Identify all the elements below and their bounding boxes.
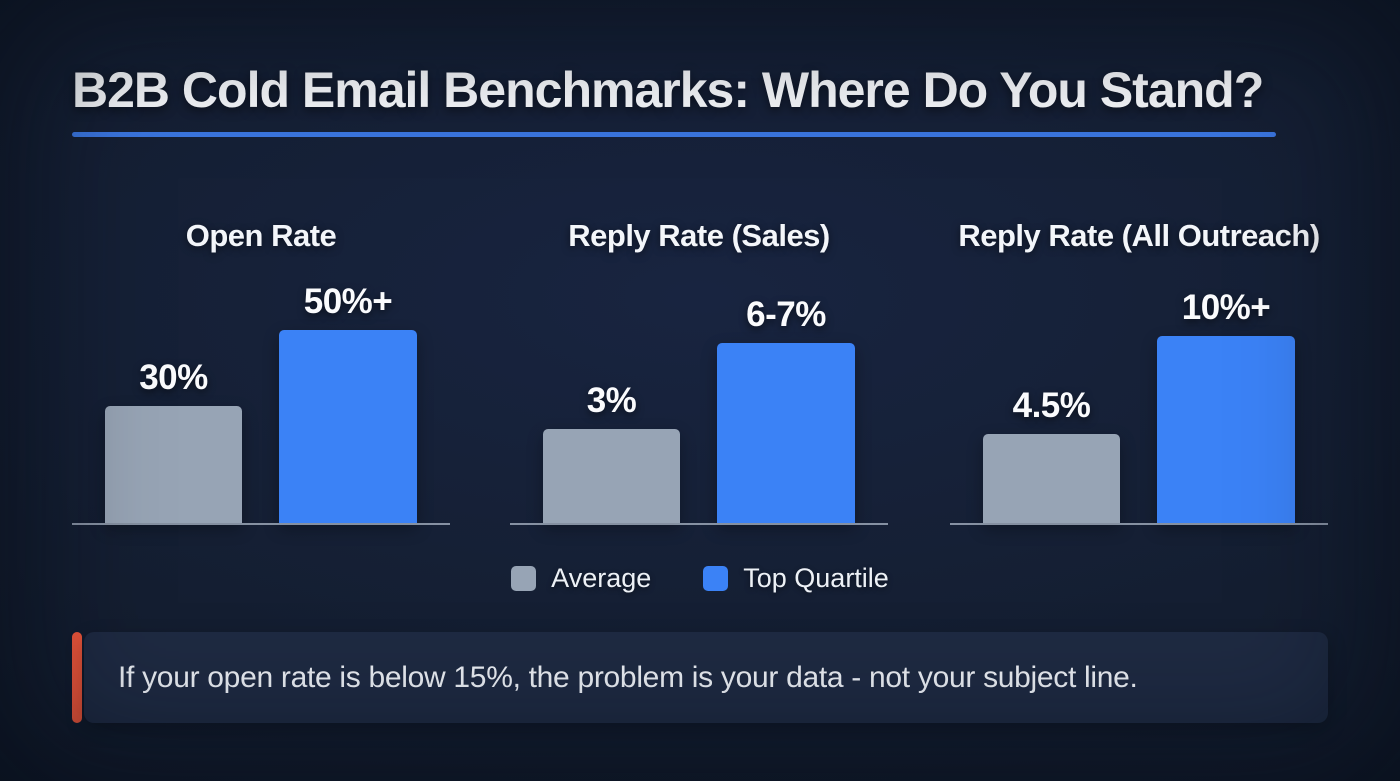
legend-label-average: Average xyxy=(551,562,652,593)
callout-box: If your open rate is below 15%, the prob… xyxy=(84,632,1328,723)
average-bar-value-label: 3% xyxy=(586,381,637,420)
callout-accent-bar xyxy=(72,632,82,723)
top-quartile-bar-column: 50%+ xyxy=(279,282,417,523)
average-bar xyxy=(105,406,242,523)
top-quartile-bar-column: 6-7% xyxy=(717,295,855,523)
legend-item-top-quartile: Top Quartile xyxy=(703,563,889,594)
average-swatch-icon xyxy=(511,565,537,591)
average-bar-column: 3% xyxy=(543,381,680,523)
average-bar xyxy=(543,429,680,523)
top-quartile-bar-value-label: 50%+ xyxy=(303,282,393,321)
chart-group-title: Reply Rate (Sales) xyxy=(568,218,830,253)
page-title: B2B Cold Email Benchmarks: Where Do You … xyxy=(72,62,1264,118)
average-bar-column: 4.5% xyxy=(983,386,1120,523)
callout-text: If your open rate is below 15%, the prob… xyxy=(118,660,1138,694)
insight-callout: If your open rate is below 15%, the prob… xyxy=(72,632,1328,723)
average-bar-value-label: 30% xyxy=(139,358,208,397)
top-quartile-bar xyxy=(717,343,855,523)
top-quartile-bar-value-label: 6-7% xyxy=(746,295,826,334)
legend-item-average: Average xyxy=(511,563,651,594)
title-underline xyxy=(72,132,1276,137)
top-quartile-bar-column: 10%+ xyxy=(1157,288,1295,523)
average-bar xyxy=(983,434,1120,523)
chart-group-title: Reply Rate (All Outreach) xyxy=(958,218,1320,253)
chart-legend: Average Top Quartile xyxy=(0,562,1400,594)
chart-group-title: Open Rate xyxy=(185,218,337,253)
legend-label-top-quartile: Top Quartile xyxy=(743,562,889,593)
top-quartile-bar-value-label: 10%+ xyxy=(1181,288,1271,327)
x-axis-baseline xyxy=(950,523,1328,525)
chart-group-open-rate: Open Rate 30% 50%+ xyxy=(72,218,450,525)
x-axis-baseline xyxy=(72,523,450,525)
chart-group-reply-rate-all-outreach: Reply Rate (All Outreach) 4.5% 10%+ xyxy=(950,218,1328,525)
top-quartile-bar xyxy=(279,330,417,523)
average-bar-value-label: 4.5% xyxy=(1012,386,1091,425)
top-quartile-swatch-icon xyxy=(703,565,729,591)
top-quartile-bar xyxy=(1157,336,1295,523)
average-bar-column: 30% xyxy=(105,358,242,523)
x-axis-baseline xyxy=(510,523,888,525)
chart-group-reply-rate-sales: Reply Rate (Sales) 3% 6-7% xyxy=(510,218,888,525)
